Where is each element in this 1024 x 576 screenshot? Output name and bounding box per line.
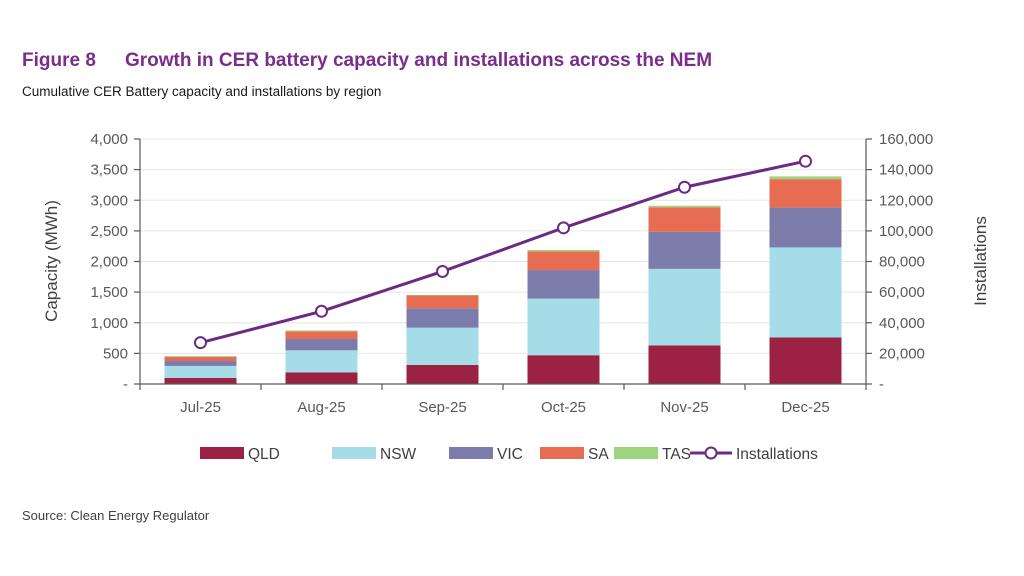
figure-subtitle: Cumulative CER Battery capacity and inst… xyxy=(22,84,382,99)
legend-label-installations: Installations xyxy=(736,446,818,463)
y-tick-label: 1,500 xyxy=(90,284,128,301)
bar-segment-tas xyxy=(527,249,600,252)
installations-marker xyxy=(194,336,207,350)
bar-segment-vic xyxy=(769,207,842,248)
bar-segment-vic xyxy=(285,338,358,351)
bar-segment-tas xyxy=(164,356,237,357)
x-tick-label: Nov-25 xyxy=(660,399,708,416)
x-tick-label: Dec-25 xyxy=(781,399,829,416)
y-tick-label: 3,500 xyxy=(90,162,128,179)
installations-marker xyxy=(315,304,328,318)
figure-title: Figure 8 Growth in CER battery capacity a… xyxy=(22,50,712,72)
bar-segment-vic xyxy=(406,308,479,328)
bar-segment-vic xyxy=(527,270,600,299)
y-tick-label: 4,000 xyxy=(90,131,128,148)
y-axis-right-title: Installations xyxy=(971,216,990,306)
figure-title-text: Growth in CER battery capacity and insta… xyxy=(125,50,713,71)
bar-segment-sa xyxy=(527,251,600,271)
y-tick-label: 3,000 xyxy=(90,192,128,209)
legend-swatch-vic xyxy=(449,447,493,459)
legend-label-sa: SA xyxy=(588,446,609,463)
y-right-tick-label: 20,000 xyxy=(879,345,925,362)
bar-segment-qld xyxy=(648,345,721,384)
figure-number: Figure 8 xyxy=(22,50,96,71)
bar-segment-qld xyxy=(285,372,358,384)
gridlines xyxy=(140,138,866,354)
bar-segment-vic xyxy=(164,361,237,366)
bar-segment-tas xyxy=(285,330,358,332)
y-right-tick-label: - xyxy=(879,376,884,393)
installations-line xyxy=(194,154,812,350)
bar-segment-qld xyxy=(406,365,479,384)
y-right-tick-label: 140,000 xyxy=(879,162,933,179)
bar-segment-sa xyxy=(406,295,479,309)
bar-segment-qld xyxy=(527,355,600,384)
y-right-tick-label: 160,000 xyxy=(879,131,933,148)
legend-label-qld: QLD xyxy=(248,446,280,463)
bars xyxy=(164,176,842,384)
y-right-tick-label: 80,000 xyxy=(879,254,925,271)
legend-swatch-nsw xyxy=(332,447,376,459)
y-tick-label: 2,000 xyxy=(90,254,128,271)
installations-marker xyxy=(557,221,570,235)
legend-label-tas: TAS xyxy=(662,446,691,463)
y-axis-title: Capacity (MWh) xyxy=(42,200,61,322)
bar-segment-nsw xyxy=(648,268,721,346)
legend-swatch-tas xyxy=(614,447,658,459)
legend-label-vic: VIC xyxy=(497,446,523,463)
y-tick-label: 1,000 xyxy=(90,315,128,332)
bar-segment-qld xyxy=(164,377,237,384)
y-right-tick-label: 100,000 xyxy=(879,223,933,240)
y-tick-label: 2,500 xyxy=(90,223,128,240)
y-right-tick-label: 120,000 xyxy=(879,192,933,209)
bar-segment-nsw xyxy=(406,327,479,366)
bar-segment-nsw xyxy=(527,298,600,356)
installations-marker xyxy=(799,154,812,168)
legend-swatch-qld xyxy=(200,447,244,459)
x-tick-label: Oct-25 xyxy=(541,399,586,416)
y-right-tick-label: 40,000 xyxy=(879,315,925,332)
source-note: Source: Clean Energy Regulator xyxy=(22,508,210,523)
installations-marker xyxy=(436,264,449,278)
bar-segment-nsw xyxy=(164,365,237,378)
bar-segment-sa xyxy=(769,179,842,208)
legend: QLD NSW VIC SA TAS Installations xyxy=(200,446,818,463)
x-tick-label: Sep-25 xyxy=(418,399,466,416)
legend-swatch-sa xyxy=(540,447,584,459)
y-right-tick-label: 60,000 xyxy=(879,284,925,301)
bar-segment-sa xyxy=(285,331,358,339)
bar-segment-qld xyxy=(769,337,842,384)
bar-segment-nsw xyxy=(285,350,358,373)
bar-segment-tas xyxy=(406,294,479,296)
legend-label-nsw: NSW xyxy=(380,446,417,463)
x-tick-label: Aug-25 xyxy=(297,399,345,416)
bar-segment-sa xyxy=(164,356,237,362)
y-tick-label: 500 xyxy=(103,345,128,362)
bar-segment-vic xyxy=(648,231,721,269)
bar-segment-tas xyxy=(648,205,721,208)
x-tick-label: Jul-25 xyxy=(180,399,221,416)
bar-segment-nsw xyxy=(769,247,842,338)
legend-marker-installations xyxy=(704,446,718,460)
bar-segment-tas xyxy=(769,176,842,180)
bar-segment-sa xyxy=(648,207,721,232)
installations-marker xyxy=(678,180,691,194)
axes: - 500 1,000 1,500 2,000 2,500 3,000 3,500 4,000 -… xyxy=(90,131,933,416)
installations-line-path xyxy=(200,159,806,345)
y-tick-label: - xyxy=(123,376,128,393)
